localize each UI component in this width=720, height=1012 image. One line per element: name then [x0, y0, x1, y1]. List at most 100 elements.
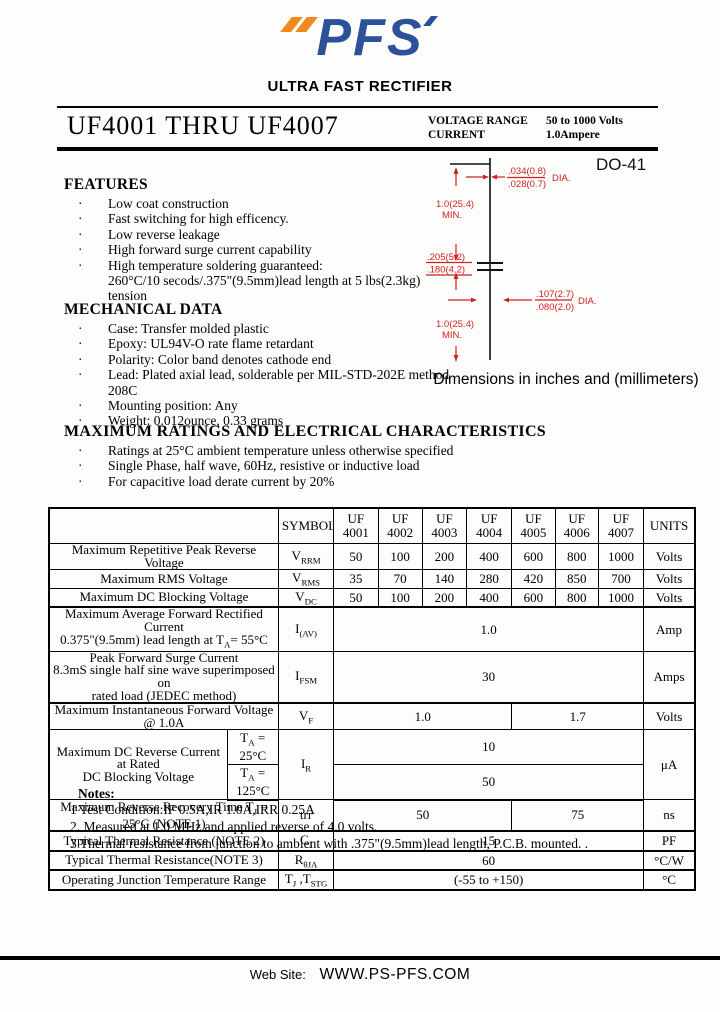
row-desc: Maximum Instantaneous Forward Voltage @ … — [48, 702, 279, 731]
part-header: UF 4006 — [554, 507, 599, 544]
bullet-icon: · — [78, 211, 83, 227]
list-item-text: Low reverse leakage — [108, 226, 220, 242]
brand-tagline: ULTRA FAST RECTIFIER — [267, 78, 453, 95]
row-symbol: CJ — [277, 830, 335, 852]
list-item-text: 2. Measured at 1.0 MHz and applied rever… — [70, 818, 378, 834]
dimensions-caption: Dimensions in inches and (millimeters) — [433, 371, 699, 388]
part-header: UF 4002 — [377, 507, 423, 544]
row-desc: Maximum DC Reverse Current at Rated DC Bl… — [48, 729, 228, 800]
row-value: 1000 — [597, 587, 645, 609]
row-value: 400 — [466, 587, 513, 609]
footer-rule — [0, 956, 720, 960]
row-value: 10 — [333, 729, 645, 765]
row-unit: Volts — [643, 587, 696, 609]
part-header: UF 4004 — [466, 507, 513, 544]
row-value: 70 — [377, 569, 423, 589]
features-continuation: 260°C/10 secods/.375"(9.5mm)lead length … — [108, 273, 421, 304]
list-item-text: Lead: Plated axial lead, solderable per … — [108, 367, 450, 398]
row-symbol: trr — [277, 799, 335, 833]
package-name-label: DO-41 — [596, 155, 646, 174]
body-dia-max: .107(2.7) — [536, 289, 574, 300]
body-length-max: .205(5.2) — [427, 252, 465, 263]
spec-row: CURRENT 1.0Ampere — [428, 128, 658, 142]
row-unit: °C/W — [643, 850, 696, 872]
row-value: 400 — [466, 542, 513, 571]
list-item: 3 Thermal resistance from junction to am… — [60, 836, 680, 853]
table-row: Maximum DC Reverse Current at Rated DC Bl… — [48, 729, 696, 800]
bullet-icon: · — [78, 336, 83, 352]
list-item: · Weight: 0.012ounce, 0.33 grams — [64, 413, 464, 428]
footer: Web Site: WWW.PS-PFS.COM — [0, 966, 720, 984]
list-item: 1 Test Condition:IF 0.5A,IR 1.0A,IRR 0.2… — [60, 802, 680, 819]
notes-list: 1 Test Condition:IF 0.5A,IR 1.0A,IRR 0.2… — [60, 802, 680, 852]
table-row: Typical Thermal Resistance (NOTE 2) CJ 15 P… — [48, 830, 696, 852]
bullet-icon: · — [78, 473, 83, 489]
ratings-list: · Ratings at 25°C ambient temperature unl… — [64, 443, 664, 489]
pfs-logo-icon: PFS — [280, 9, 438, 67]
features-heading: FEATURES — [64, 176, 148, 193]
mechanical-heading: MECHANICAL DATA — [64, 301, 223, 318]
bullet-icon: · — [78, 242, 83, 258]
list-item: · Low reverse leakage — [64, 227, 436, 242]
row-value: 600 — [511, 587, 556, 609]
symbols-header: SYMBOLS — [277, 507, 335, 544]
list-item-text: For capacitive load derate current by 20… — [108, 473, 335, 489]
list-item-text: 1 Test Condition:IF 0.5A,IR 1.0A,IRR 0.2… — [70, 802, 315, 817]
table-row: Typical Thermal Resistance(NOTE 3) RθJA 60… — [48, 850, 696, 872]
notes-heading: Notes: — [78, 786, 115, 801]
list-item-text: Case: Transfer molded plastic — [108, 321, 269, 336]
list-item-text: Mounting position: Any — [108, 398, 238, 414]
table-row: Maximum Average Forward Rectified Curren… — [48, 606, 696, 652]
list-item: · High temperature soldering guaranteed: — [64, 258, 436, 273]
logo-text: PFS — [316, 9, 424, 67]
list-item-text: High temperature soldering guaranteed: — [108, 257, 323, 273]
min-label-bottom: MIN. — [442, 330, 462, 341]
table-row: Peak Forward Surge Current 8.3mS single h… — [48, 650, 696, 705]
row-desc: Operating Junction Temperature Range — [48, 869, 279, 891]
row-value: 800 — [554, 542, 599, 571]
list-item-text: 3 Thermal resistance from junction to am… — [70, 835, 589, 851]
row-unit: Amps — [643, 650, 696, 705]
min-label-top: MIN. — [442, 210, 462, 221]
header-specs: VOLTAGE RANGE 50 to 1000 Volts CURRENT 1… — [428, 111, 658, 142]
table-row: Maximum Reverse Recovery Time TJ = 25°C … — [48, 799, 696, 833]
dimension-annotations: .034(0.8) .028(0.7) DIA. 1.0(25.4) MIN. … — [426, 166, 596, 362]
table-row: Operating Junction Temperature Range TJ ,… — [48, 869, 696, 891]
spec-value: 1.0Ampere — [546, 129, 600, 141]
spec-value: 50 to 1000 Volts — [546, 115, 623, 127]
row-value: 200 — [421, 587, 468, 609]
part-header: UF 4005 — [511, 507, 556, 544]
list-item: · Mounting position: Any — [64, 398, 464, 413]
list-item: · Epoxy: UL94V-O rate flame retardant — [64, 336, 464, 351]
ratings-table: SYMBOLSUF4001UF4002UF4003UF4004UF4005UF4… — [48, 507, 696, 892]
row-value: 850 — [554, 569, 599, 589]
brand-header: PFS — [0, 12, 720, 64]
bullet-icon: · — [78, 257, 83, 273]
features-list: · Low coat construction · Fast switching fo… — [64, 196, 436, 273]
row-value: 280 — [466, 569, 513, 589]
condition-cell: TA = 25°C — [226, 729, 279, 765]
row-value: 1000 — [597, 542, 645, 571]
row-symbol: VRRM — [277, 542, 335, 571]
website-url[interactable]: WWW.PS-PFS.COM — [319, 966, 471, 983]
row-value: 50 — [333, 542, 379, 571]
ratings-heading: MAXIMUM RATINGS AND ELECTRICAL CHARACTER… — [64, 423, 547, 440]
row-value: 420 — [511, 569, 556, 589]
ratings-section: MAXIMUM RATINGS AND ELECTRICAL CHARACTER… — [64, 423, 664, 489]
row-value: 600 — [511, 542, 556, 571]
bullet-icon: · — [78, 458, 83, 474]
row-value: 100 — [377, 587, 423, 609]
table-row: Maximum DC Blocking Voltage VDC 50 100 200 40… — [48, 587, 696, 609]
row-value: 15 — [333, 830, 645, 852]
bullet-icon: · — [78, 398, 83, 414]
body-dia-min: .080(2.0) — [536, 302, 574, 313]
spec-label: VOLTAGE RANGE — [428, 115, 528, 127]
bullet-icon: · — [78, 367, 83, 383]
row-unit: PF — [643, 830, 696, 852]
ratings-table-body: SYMBOLSUF4001UF4002UF4003UF4004UF4005UF4… — [48, 507, 696, 891]
features-section: FEATURES · Low coat construction · Fast swi… — [64, 176, 436, 304]
list-item: · High forward surge current capability — [64, 242, 436, 257]
row-desc: Maximum DC Blocking Voltage — [48, 587, 279, 609]
list-item-text: Polarity: Color band denotes cathode end — [108, 351, 332, 367]
list-item-text: Low coat construction — [108, 196, 229, 211]
